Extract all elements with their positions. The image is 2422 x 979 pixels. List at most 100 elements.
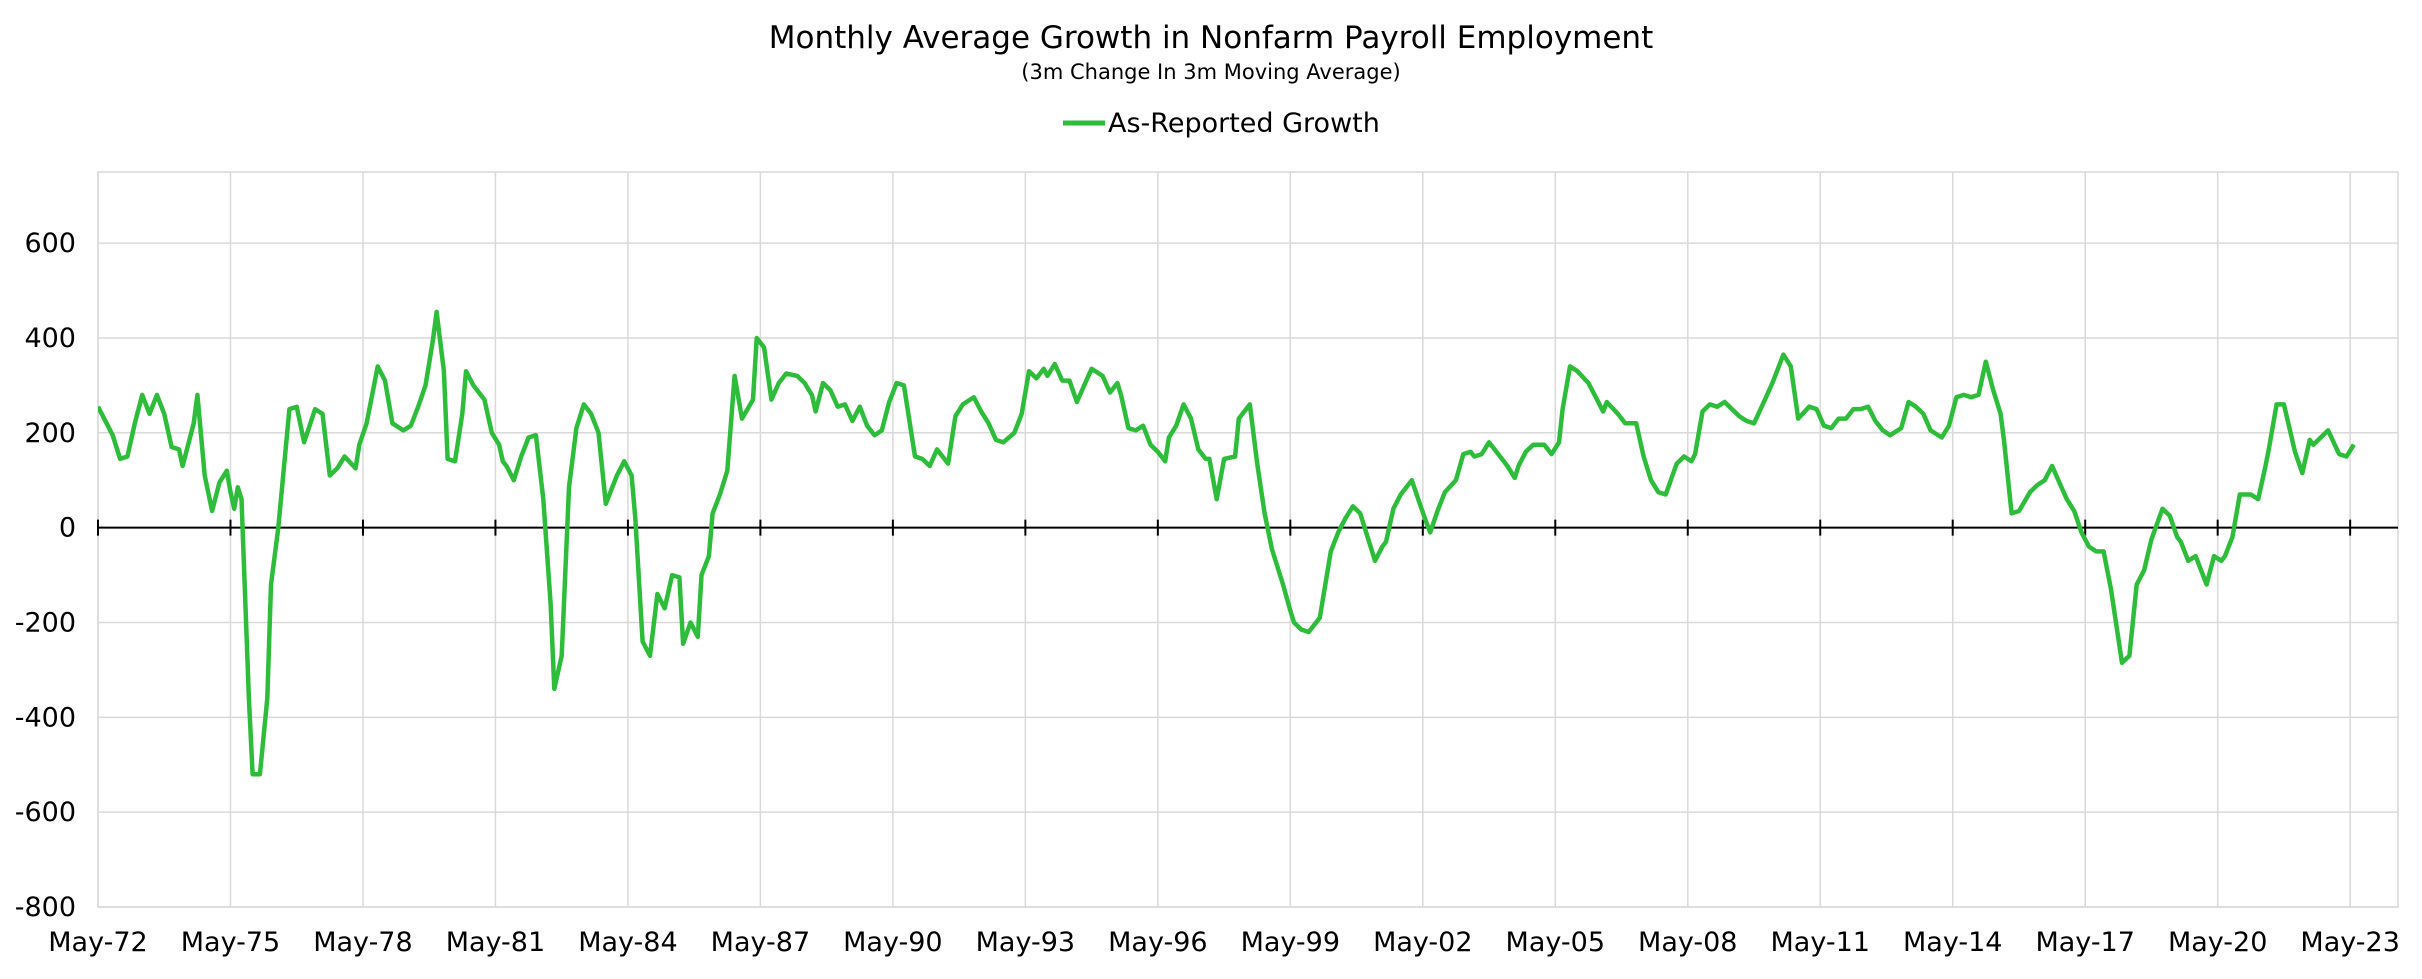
data-point: [2180, 541, 2182, 543]
data-point: [954, 415, 956, 417]
data-point: [1330, 550, 1332, 552]
data-point: [336, 467, 338, 469]
data-point: [550, 603, 552, 604]
data-point: [1963, 394, 1965, 396]
data-point: [1271, 548, 1273, 550]
data-point: [1606, 401, 1608, 403]
x-tick-label: May-99: [1241, 927, 1340, 958]
data-point: [2073, 510, 2075, 512]
data-point: [1823, 425, 1825, 427]
data-point: [2301, 472, 2303, 474]
x-tick-label: May-20: [2168, 927, 2267, 958]
data-point: [1319, 617, 1321, 619]
data-point: [796, 375, 798, 377]
data-point: [1473, 456, 1475, 457]
data-point: [329, 475, 331, 476]
y-tick-label: 200: [24, 418, 76, 449]
data-point: [2103, 550, 2105, 552]
data-point: [561, 655, 563, 657]
data-point: [447, 458, 449, 460]
data-point: [980, 411, 982, 412]
data-point: [384, 380, 386, 382]
data-point: [204, 475, 206, 476]
data-point: [590, 413, 592, 415]
data-point: [1400, 494, 1402, 495]
data-point: [1790, 365, 1792, 367]
data-point: [491, 432, 493, 434]
data-point: [1069, 380, 1070, 382]
data-point: [355, 467, 357, 469]
series-points-0: [98, 311, 2355, 775]
data-point: [498, 444, 500, 446]
data-point: [2268, 446, 2270, 448]
data-point: [859, 406, 861, 408]
data-point: [506, 465, 507, 467]
data-point: [1102, 375, 1104, 377]
data-point: [2239, 494, 2241, 495]
data-point: [1282, 584, 1284, 585]
data-point: [1882, 429, 1884, 431]
data-point: [1845, 418, 1847, 420]
data-point: [568, 486, 570, 488]
data-point: [1617, 413, 1619, 415]
data-point: [483, 399, 485, 401]
data-point: [1797, 418, 1799, 420]
data-point: [513, 479, 515, 481]
data-point: [664, 607, 666, 609]
data-point: [454, 460, 456, 462]
data-point: [1562, 408, 1564, 410]
data-point: [1551, 453, 1553, 455]
data-point: [896, 382, 898, 384]
data-point: [1223, 458, 1225, 460]
data-point: [535, 434, 537, 436]
data-point: [553, 688, 555, 690]
data-point: [443, 370, 445, 372]
data-point: [270, 584, 272, 585]
data-point: [1830, 427, 1832, 429]
data-point: [233, 508, 235, 510]
x-tick-label: May-17: [2035, 927, 2134, 958]
data-point: [1665, 494, 1667, 495]
data-point: [1205, 458, 1207, 460]
data-point: [741, 418, 743, 420]
data-point: [701, 574, 702, 576]
data-point: [2150, 539, 2152, 540]
data-point: [391, 422, 393, 424]
data-point: [1293, 622, 1295, 623]
data-point: [1462, 453, 1464, 455]
data-point: [1190, 418, 1192, 420]
data-point: [2018, 510, 2020, 512]
data-point: [1746, 420, 1748, 422]
x-tick-label: May-87: [711, 927, 810, 958]
data-point: [259, 773, 261, 775]
data-point: [248, 697, 250, 699]
data-point: [119, 458, 121, 460]
data-point: [1352, 505, 1354, 507]
data-point: [461, 413, 463, 415]
data-point: [2176, 536, 2178, 538]
data-point: [1657, 491, 1659, 493]
axes: -800 -600 -400 -200 0 200 400 600 May-72 May-75 Ma…: [15, 228, 2400, 958]
data-point: [1374, 560, 1376, 562]
data-point: [1289, 610, 1291, 612]
data-point: [804, 382, 806, 384]
data-point: [1411, 479, 1413, 481]
x-tick-label: May-23: [2300, 927, 2399, 958]
data-point: [303, 441, 305, 443]
data-point: [1702, 411, 1703, 412]
data-point: [936, 448, 938, 450]
data-point: [1731, 408, 1733, 410]
data-point: [921, 458, 923, 460]
data-point: [1444, 491, 1446, 493]
data-point: [2265, 465, 2266, 467]
data-point: [888, 401, 890, 403]
data-point: [211, 510, 213, 512]
data-point: [1249, 403, 1251, 405]
data-point: [815, 411, 817, 412]
chart-subtitle: (3m Change In 3m Moving Average): [1021, 60, 1400, 84]
data-point: [1418, 501, 1420, 503]
data-point: [719, 494, 721, 495]
data-point: [1183, 403, 1185, 405]
